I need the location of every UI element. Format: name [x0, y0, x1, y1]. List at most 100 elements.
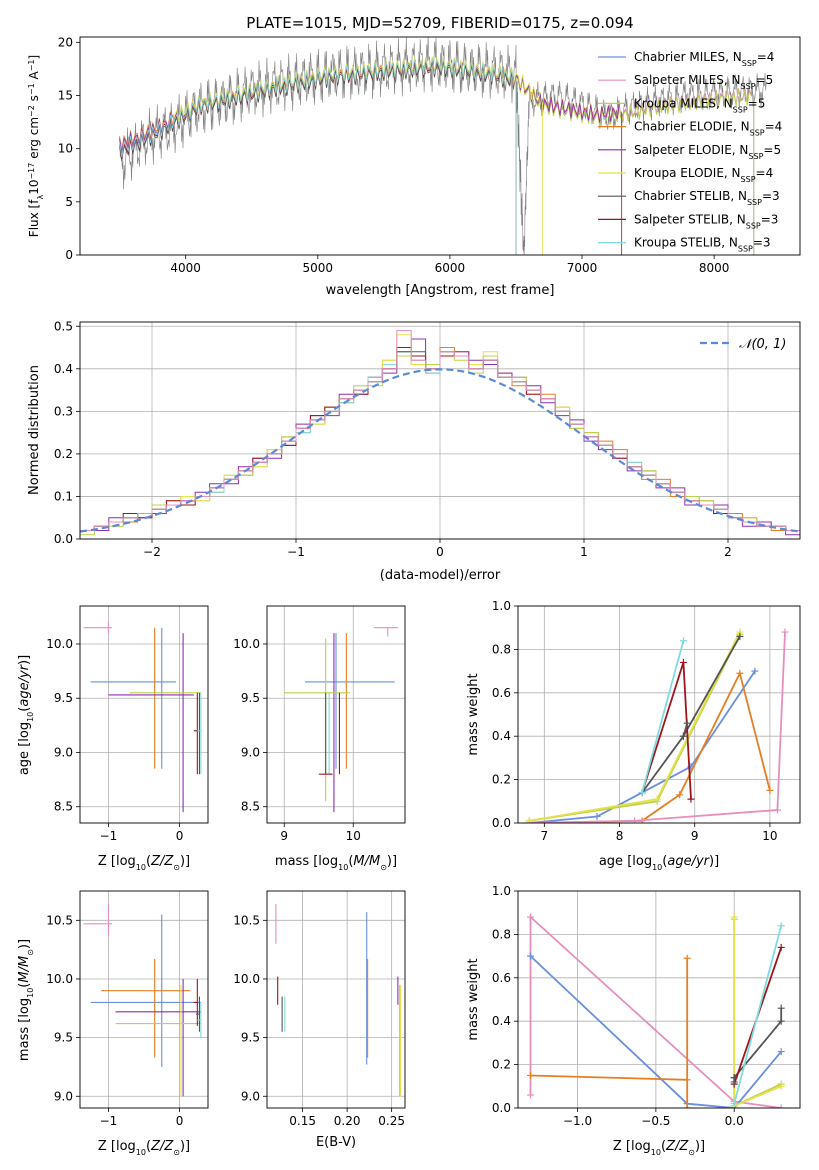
plus-marker — [777, 1082, 785, 1090]
error-bars — [83, 903, 202, 1097]
axes-frame — [79, 36, 801, 256]
legend-entry: Chabrier STELIB, NSSP=3 — [634, 189, 780, 207]
plus-marker — [525, 817, 533, 823]
plus-marker — [638, 789, 646, 797]
y-axis-label: Flux [fλ10−17 erg cm−2 s−1 A−1] — [27, 55, 45, 237]
plus-marker — [687, 795, 695, 803]
legend-entry: Salpeter ELODIE, NSSP=5 — [634, 143, 781, 161]
figure-title: PLATE=1015, MJD=52709, FIBERID=0175, z=0… — [246, 14, 633, 32]
x-axis-label: wavelength [Angstrom, rest frame] — [326, 283, 555, 298]
y-tick-label: 0.0 — [54, 532, 73, 546]
mass-weight-series — [529, 914, 782, 1108]
plus-marker — [527, 1071, 535, 1079]
age_vs_mass-panel: 9 10 8.5 9.0 9.5 10.0 mass [log10(M/M⊙)] — [233, 605, 406, 872]
x-tick-label: 9 — [280, 829, 288, 843]
x-tick-label: −1 — [287, 545, 305, 559]
mass-weight-series — [529, 670, 756, 823]
y-tick-label: 1.0 — [492, 884, 511, 898]
plus-marker — [683, 954, 691, 962]
x-axis-label: Z [log10(Z/Z⊙)] — [98, 1139, 190, 1157]
spectrum-panel: 4000 5000 6000 7000 8000 0 5 10 15 20 wavelength [… — [27, 35, 801, 298]
y-tick-label: 0.2 — [492, 1058, 511, 1072]
error-bars — [284, 627, 399, 813]
y-tick-label: 15 — [58, 88, 73, 102]
y-tick-label: 0.8 — [492, 642, 511, 656]
plus-marker — [679, 658, 687, 666]
x-tick-label: 10 — [346, 829, 361, 843]
y-tick-label: 0.6 — [492, 686, 511, 700]
x-tick-label: 4000 — [170, 261, 201, 275]
plus-marker — [527, 913, 535, 921]
x-tick-label: 8 — [616, 829, 624, 843]
legend-entry: Salpeter STELIB, NSSP=3 — [634, 212, 778, 230]
plus-marker — [736, 669, 744, 677]
mass-weight-series — [733, 1008, 783, 1079]
y-tick-label: 9.5 — [241, 1031, 260, 1045]
plus-marker — [730, 1100, 738, 1108]
y-tick-label: 0.8 — [492, 927, 511, 941]
plus-marker — [593, 812, 601, 820]
x-tick-label: 0 — [176, 1114, 184, 1128]
residuals-panel: −2 −1 0 1 2 0.0 0.1 0.2 0.3 0.4 0.5 (data-model)/er… — [27, 319, 801, 583]
x-axis-label: E(B-V) — [316, 1135, 356, 1150]
axes-frame — [517, 605, 801, 824]
plus-marker — [527, 952, 535, 960]
plus-marker — [676, 791, 684, 799]
y-tick-label: 0.4 — [492, 729, 511, 743]
legend-entry: Kroupa MILES, NSSP=5 — [634, 96, 765, 114]
x-tick-label: 0.15 — [289, 1114, 316, 1128]
mass_vs_Z-panel: −1 0 9.0 9.5 10.0 10.5 Z [log10(Z/Z⊙)] mass [lo… — [17, 890, 209, 1157]
mass_vs_ebv-panel: 0.15 0.20 0.25 9.0 9.5 10.0 10.5 E(B-V) — [233, 890, 406, 1150]
y-tick-label: 0.2 — [492, 773, 511, 787]
plus-marker — [777, 1048, 785, 1056]
plus-marker — [777, 1004, 785, 1012]
y-tick-label: 20 — [58, 35, 73, 49]
plus-marker — [631, 817, 639, 823]
legend-entry: Kroupa STELIB, NSSP=3 — [634, 236, 771, 254]
y-tick-label: 10.0 — [46, 637, 73, 651]
model-spectrum — [119, 58, 515, 158]
y-axis-label: mass [log10(M/M⊙)] — [17, 939, 35, 1061]
normal-curve — [80, 368, 800, 533]
plus-marker — [736, 632, 744, 640]
x-axis-label: Z [log10(Z/Z⊙)] — [613, 1139, 705, 1157]
legend-entry: Kroupa ELODIE, NSSP=4 — [634, 166, 773, 184]
y-tick-label: 0.5 — [54, 319, 73, 333]
y-tick-label: 10.0 — [46, 972, 73, 986]
y-tick-label: 0.4 — [54, 362, 73, 376]
mass-weight-series — [530, 958, 689, 1108]
axes-frame — [79, 605, 209, 824]
massweight_vs_age-panel: 7 8 9 10 0.0 0.2 0.4 0.6 0.8 1.0 mass weight age [l… — [466, 599, 801, 872]
plus-marker — [777, 1017, 785, 1025]
y-axis-label: mass weight — [466, 958, 481, 1040]
plus-marker — [773, 806, 781, 814]
y-tick-label: 0.0 — [492, 816, 511, 830]
x-tick-label: −1 — [100, 829, 118, 843]
y-tick-label: 0.1 — [54, 489, 73, 503]
legend-entry: Salpeter MILES, NSSP=5 — [634, 73, 773, 91]
y-tick-label: 10.0 — [233, 972, 260, 986]
x-axis-label: age [log10(age/yr)] — [599, 854, 719, 872]
legend-entry: 𝒩(0, 1) — [739, 337, 786, 352]
plus-marker — [781, 628, 789, 636]
plus-marker — [679, 637, 687, 645]
y-tick-label: 0 — [65, 248, 73, 262]
y-tick-label: 10.5 — [233, 913, 260, 927]
plus-marker — [679, 732, 687, 740]
massweight_vs_Z-panel: −1.0 −0.5 0.0 0.0 0.2 0.4 0.6 0.8 1.0 mass weight… — [466, 884, 801, 1157]
axes-frame — [266, 890, 406, 1109]
x-tick-label: 0 — [176, 829, 184, 843]
plus-marker — [683, 1076, 691, 1084]
histograms — [80, 330, 800, 539]
mass-weight-series — [641, 640, 685, 793]
x-tick-label: 8000 — [699, 261, 730, 275]
y-tick-label: 0.6 — [492, 971, 511, 985]
legend: Chabrier MILES, NSSP=4 Salpeter MILES, NS… — [598, 50, 782, 253]
x-tick-label: 0.20 — [334, 1114, 361, 1128]
x-tick-label: 7 — [540, 829, 548, 843]
plus-marker — [751, 667, 759, 675]
x-tick-label: 10 — [762, 829, 777, 843]
y-tick-label: 9.5 — [54, 1031, 73, 1045]
y-tick-label: 10.0 — [233, 637, 260, 651]
